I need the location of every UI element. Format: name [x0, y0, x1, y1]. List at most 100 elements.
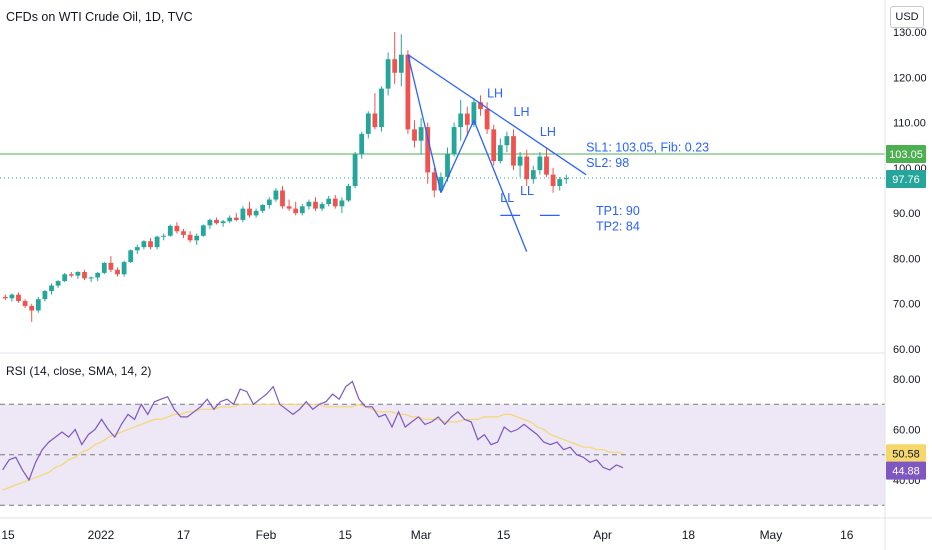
candle-body [339, 200, 345, 207]
chart-annotation: LH [514, 105, 530, 119]
last-price-badge-text: 97.76 [892, 174, 920, 186]
currency-selector[interactable]: USD [890, 6, 924, 28]
sl-price-badge-text: 103.05 [889, 149, 923, 161]
chart-annotation: LL [500, 191, 514, 205]
time-tick-label: Apr [593, 528, 612, 542]
candle-body [95, 272, 101, 278]
candle-body [550, 174, 556, 186]
candle-body [42, 291, 48, 300]
candle-body [280, 190, 285, 207]
rsi-line [2, 380, 624, 482]
candle-body [62, 274, 68, 282]
candle-body [49, 285, 54, 292]
candle-body [220, 221, 226, 224]
candle-body [557, 179, 563, 186]
time-tick-label: 15 [497, 528, 511, 542]
candle-body [517, 156, 523, 166]
chart-annotation: SL1: 103.05, Fib: 0.23 [586, 141, 709, 155]
candle-body [425, 127, 431, 173]
candle-body [207, 219, 213, 226]
candle-body [214, 219, 219, 224]
rsi-value-badge: 44.88 [886, 461, 926, 480]
candle-body [464, 113, 470, 125]
sl-price-badge-bg [886, 145, 926, 164]
sl-price-badge: 103.05 [886, 145, 926, 164]
candle-body [128, 250, 134, 263]
candle-body [405, 54, 411, 130]
candle-body [187, 234, 193, 241]
chart-annotation: TP2: 84 [596, 219, 640, 233]
candle-body [101, 262, 107, 273]
rsi-tick-label: 60.00 [893, 425, 921, 437]
candle-body [55, 281, 61, 286]
time-tick-label: 16 [840, 528, 854, 542]
time-tick-label: May [760, 528, 783, 542]
candle-body [544, 156, 549, 175]
chart-annotation: LH [487, 87, 503, 101]
chart-annotation: TP1: 90 [596, 204, 640, 218]
candle-body [418, 127, 424, 141]
candle-body [121, 262, 127, 275]
rsi-sma-badge: 50.58 [886, 444, 926, 463]
time-tick-label: 15 [1, 528, 15, 542]
rsi-title: RSI (14, close, SMA, 14, 2) [6, 364, 152, 378]
candle-body [458, 113, 464, 128]
candle-body [16, 294, 21, 301]
time-tick-label: 17 [177, 528, 191, 542]
price-badges: 103.05 97.76 50.58 44.88 [886, 145, 926, 480]
candle-body [445, 154, 450, 177]
time-tick-label: Mar [411, 528, 432, 542]
candle-body [88, 277, 94, 279]
candle-body [511, 136, 516, 166]
candle-body [326, 198, 332, 205]
rsi-value-badge-bg [886, 461, 926, 480]
time-tick-label: 2022 [88, 528, 115, 542]
candle-body [286, 206, 292, 209]
candle-body [319, 204, 325, 209]
price-tick-label: 80.00 [893, 253, 921, 265]
candle-body [563, 178, 569, 180]
time-tick-label: Feb [256, 528, 277, 542]
candle-body [365, 113, 371, 134]
last-price-badge: 97.76 [886, 170, 926, 189]
candle-body [167, 225, 173, 236]
candle-body [504, 136, 510, 146]
candle-body [233, 217, 239, 220]
rsi-value-badge-text: 44.88 [892, 466, 920, 478]
price-tick-label: 130.00 [893, 27, 927, 39]
candle-body [379, 88, 384, 128]
candle-body [161, 235, 167, 237]
price-tick-label: 90.00 [893, 208, 921, 220]
time-tick-label: 18 [682, 528, 696, 542]
candle-body [497, 145, 503, 162]
candle-body [478, 102, 483, 109]
price-tick-label: 110.00 [893, 118, 926, 130]
candle-body [359, 133, 365, 155]
candle-body [438, 176, 444, 191]
candle-body [141, 241, 147, 248]
chart-annotation: LH [540, 125, 556, 139]
candle-body [134, 247, 140, 251]
candle-body [108, 262, 114, 270]
candle-body [491, 129, 497, 162]
candle-body [392, 59, 398, 73]
candle-body [148, 241, 153, 248]
candle-body [431, 172, 437, 191]
rsi-sma-badge-text: 50.58 [892, 448, 920, 460]
time-tick-label: 15 [339, 528, 353, 542]
rsi-panel [0, 380, 885, 506]
candle-body [385, 59, 391, 89]
candle-body [194, 235, 200, 241]
candle-body [332, 198, 338, 207]
candle-body [299, 206, 305, 214]
candle-body [9, 294, 15, 299]
candle-body [451, 127, 457, 155]
candle-body [2, 296, 8, 299]
chart-annotation: SL2: 98 [586, 156, 629, 170]
candle-body [537, 156, 543, 171]
trendline [407, 54, 587, 176]
candle-body [530, 170, 536, 180]
candle-body [293, 208, 299, 214]
